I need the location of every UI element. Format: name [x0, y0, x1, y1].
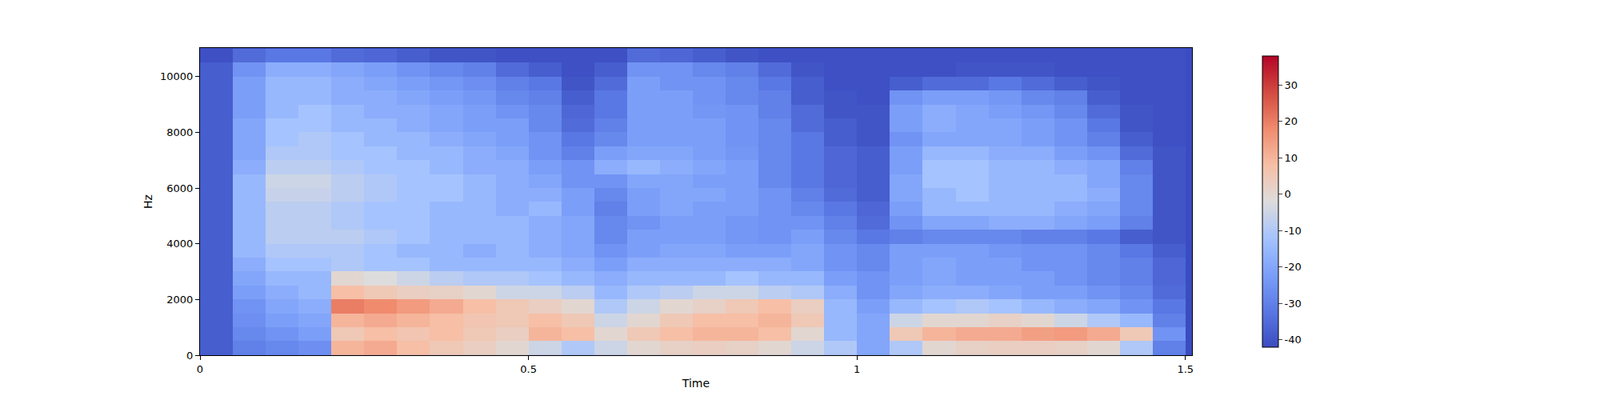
svg-text:Hz: Hz	[141, 194, 155, 209]
svg-text:4000: 4000	[166, 237, 193, 250]
svg-text:30: 30	[1284, 79, 1299, 92]
svg-text:0: 0	[1284, 188, 1292, 200]
svg-text:1: 1	[853, 363, 860, 376]
svg-text:6000: 6000	[166, 182, 193, 195]
svg-text:10000: 10000	[160, 70, 193, 83]
svg-text:1.5: 1.5	[1176, 363, 1194, 376]
svg-text:10: 10	[1284, 152, 1299, 164]
svg-text:20: 20	[1284, 115, 1299, 128]
svg-text:2000: 2000	[166, 293, 193, 306]
svg-text:Time: Time	[681, 376, 710, 390]
svg-text:-30: -30	[1284, 297, 1302, 310]
svg-text:-10: -10	[1284, 224, 1302, 237]
svg-text:0: 0	[186, 349, 193, 362]
svg-text:-20: -20	[1284, 260, 1302, 273]
svg-text:0.5: 0.5	[520, 363, 537, 376]
svg-text:-40: -40	[1284, 333, 1302, 346]
svg-text:0: 0	[196, 363, 204, 376]
svg-text:8000: 8000	[166, 126, 193, 139]
